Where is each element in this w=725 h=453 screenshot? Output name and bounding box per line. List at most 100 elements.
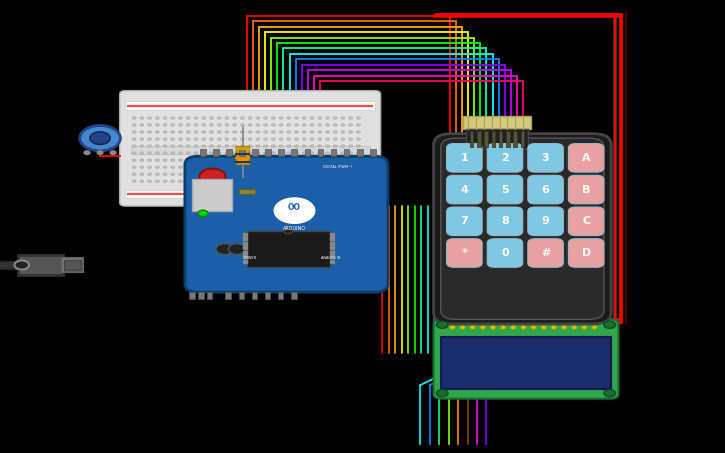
FancyBboxPatch shape [528,144,563,172]
Text: *: * [461,248,468,258]
Circle shape [210,145,213,147]
Circle shape [264,117,268,119]
Circle shape [155,145,160,147]
Circle shape [202,131,206,133]
Circle shape [178,173,183,175]
Circle shape [186,124,190,126]
Circle shape [318,159,322,161]
Bar [330,242,334,245]
Circle shape [279,138,283,140]
Circle shape [233,131,236,133]
Circle shape [241,180,244,183]
Circle shape [294,145,299,147]
Circle shape [194,138,198,140]
Circle shape [334,145,337,147]
Circle shape [604,390,616,397]
Bar [330,255,334,258]
Text: DIGITAL (PWM~): DIGITAL (PWM~) [323,165,352,169]
Circle shape [132,117,136,119]
Circle shape [256,124,260,126]
Bar [189,292,195,299]
FancyBboxPatch shape [487,207,523,236]
Circle shape [264,159,268,161]
Text: A: A [582,153,590,163]
Circle shape [460,326,465,329]
Bar [243,237,247,240]
Circle shape [287,152,291,154]
FancyBboxPatch shape [528,175,563,204]
Circle shape [334,138,337,140]
Circle shape [210,180,213,183]
Circle shape [202,159,206,161]
Bar [513,131,517,147]
Circle shape [302,166,306,169]
Circle shape [341,145,345,147]
Circle shape [341,124,345,126]
Circle shape [310,180,314,183]
Circle shape [310,131,314,133]
Circle shape [163,152,167,154]
Circle shape [271,166,276,169]
Bar [252,149,258,156]
Bar [291,149,297,156]
Circle shape [279,124,283,126]
Circle shape [186,145,190,147]
Circle shape [241,124,244,126]
Circle shape [241,131,244,133]
Circle shape [210,124,213,126]
Circle shape [225,117,229,119]
Circle shape [357,159,360,161]
Circle shape [357,152,360,154]
Circle shape [178,152,183,154]
Bar [125,101,375,110]
Text: C: C [582,216,590,226]
Circle shape [171,145,175,147]
Circle shape [541,326,547,329]
Circle shape [199,169,225,185]
Circle shape [148,138,152,140]
Bar [247,231,330,267]
Circle shape [140,152,144,154]
Circle shape [202,145,206,147]
Circle shape [357,138,360,140]
Bar [304,149,310,156]
FancyBboxPatch shape [528,207,563,236]
Circle shape [326,152,329,154]
FancyBboxPatch shape [568,144,604,172]
Circle shape [233,117,236,119]
Circle shape [318,166,322,169]
Circle shape [279,173,283,175]
Bar [225,292,231,299]
Circle shape [287,138,291,140]
Circle shape [318,124,322,126]
Circle shape [264,180,268,183]
Circle shape [163,124,167,126]
Circle shape [264,166,268,169]
Bar [207,292,212,299]
Circle shape [581,326,587,329]
Circle shape [186,131,190,133]
Circle shape [256,131,260,133]
Circle shape [271,117,276,119]
Circle shape [326,166,329,169]
Circle shape [155,138,160,140]
Bar [265,149,271,156]
Circle shape [334,124,337,126]
Circle shape [241,166,244,169]
Circle shape [341,166,345,169]
Bar [252,292,257,299]
Circle shape [326,145,329,147]
Circle shape [233,145,236,147]
Circle shape [349,173,352,175]
Bar [213,149,219,156]
Bar [18,255,63,275]
Text: OO: OO [288,203,301,212]
Circle shape [210,131,213,133]
Circle shape [294,131,299,133]
Circle shape [287,159,291,161]
Circle shape [310,117,314,119]
Bar [330,237,334,240]
Bar [330,233,334,236]
Text: ARDUINO: ARDUINO [283,226,306,231]
Circle shape [279,166,283,169]
